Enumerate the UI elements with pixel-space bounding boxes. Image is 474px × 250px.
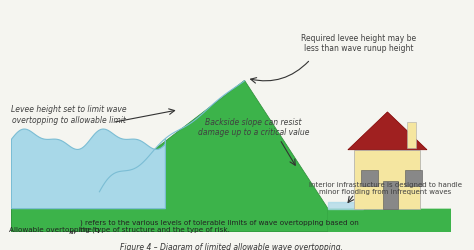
Text: Required levee height may be
less than wave runup height: Required levee height may be less than w… [301, 34, 417, 53]
Polygon shape [348, 112, 427, 150]
Text: Figure 4 – Diagram of limited allowable wave overtopping.: Figure 4 – Diagram of limited allowable … [120, 242, 343, 250]
Polygon shape [11, 130, 165, 209]
Text: Interior infrastructure is designed to handle
minor flooding from infrequent wav: Interior infrastructure is designed to h… [309, 182, 462, 194]
Text: Levee height set to limit wave
overtopping to allowable limit: Levee height set to limit wave overtoppi… [11, 105, 127, 124]
Polygon shape [11, 209, 451, 232]
Text: ) refers to the various levels of tolerable limits of wave overtopping based on
: ) refers to the various levels of tolera… [80, 219, 358, 232]
Polygon shape [11, 81, 328, 232]
FancyBboxPatch shape [361, 170, 378, 186]
FancyBboxPatch shape [405, 170, 422, 186]
Text: all: all [69, 229, 76, 234]
Polygon shape [328, 202, 363, 209]
FancyBboxPatch shape [383, 182, 399, 209]
Polygon shape [328, 209, 451, 232]
Text: Backside slope can resist
damage up to a critical value: Backside slope can resist damage up to a… [198, 118, 309, 137]
FancyBboxPatch shape [355, 150, 420, 209]
Text: Allowable overtopping (q: Allowable overtopping (q [9, 226, 100, 232]
FancyBboxPatch shape [407, 123, 416, 148]
